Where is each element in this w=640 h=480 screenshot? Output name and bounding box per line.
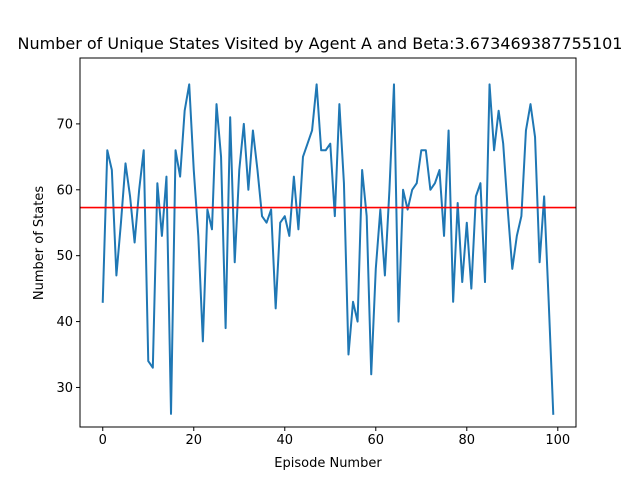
x-tick-label: 100 [545, 433, 570, 448]
axes-frame [79, 57, 577, 428]
y-tick-label: 40 [56, 315, 73, 330]
chart-title: Number of Unique States Visited by Agent… [18, 34, 623, 53]
plot-area: 0 20 40 60 80 100 30 40 50 60 70 [56, 57, 577, 448]
x-tick-label: 60 [368, 433, 385, 448]
x-tick-label: 80 [459, 433, 476, 448]
y-tick-label: 50 [56, 249, 73, 264]
y-tick-label: 60 [56, 183, 73, 198]
x-tick-label: 40 [276, 433, 293, 448]
x-tick-label: 0 [99, 433, 107, 448]
y-tick-label: 30 [56, 381, 73, 396]
y-axis-label: Number of States [32, 186, 47, 300]
series-line-0 [101, 83, 555, 415]
y-tick-label: 70 [56, 117, 73, 132]
x-axis-label: Episode Number [274, 456, 382, 471]
x-tick-label: 20 [185, 433, 202, 448]
